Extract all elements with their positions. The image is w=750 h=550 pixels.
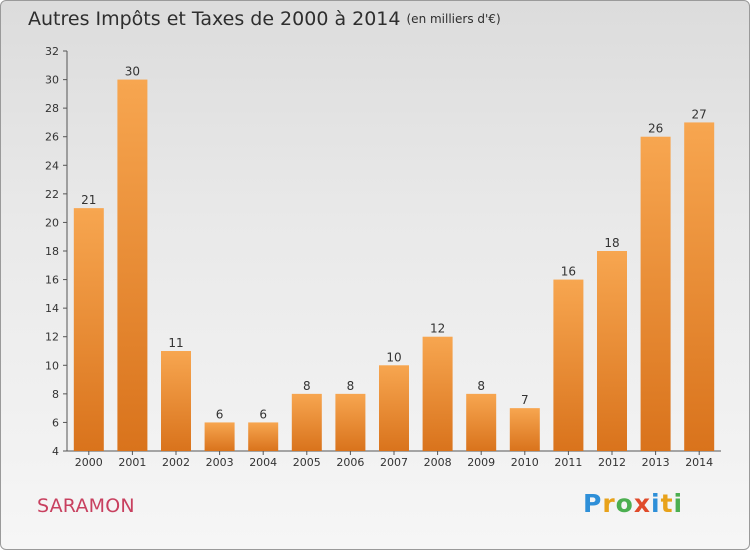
- y-tick-label: 10: [45, 359, 59, 372]
- x-tick-label: 2010: [511, 456, 539, 469]
- x-tick-label: 2011: [554, 456, 582, 469]
- title-unit: (en milliers d'€): [406, 12, 501, 26]
- y-tick-label: 14: [45, 302, 59, 315]
- x-tick-label: 2006: [336, 456, 364, 469]
- proxiti-logo[interactable]: Proxiti: [583, 489, 683, 518]
- y-tick-label: 30: [45, 74, 59, 87]
- bar-value-label: 21: [81, 193, 96, 207]
- logo-letter: r: [602, 489, 616, 518]
- y-tick-label: 8: [52, 388, 59, 401]
- bar-value-label: 27: [692, 107, 707, 121]
- y-tick-label: 18: [45, 245, 59, 258]
- logo-letter: o: [615, 489, 634, 518]
- bar-value-label: 8: [347, 379, 355, 393]
- logo-letter: i: [673, 489, 684, 518]
- y-tick-label: 4: [52, 445, 59, 458]
- y-tick-label: 6: [52, 416, 59, 429]
- bar-value-label: 10: [386, 350, 401, 364]
- bar: [291, 393, 322, 451]
- bar-value-label: 30: [125, 65, 140, 79]
- chart-title: Autres Impôts et Taxes de 2000 à 2014 (en…: [28, 8, 501, 30]
- y-tick-label: 24: [45, 159, 59, 172]
- bar-value-label: 16: [561, 265, 576, 279]
- bar: [204, 422, 235, 451]
- x-tick-label: 2002: [162, 456, 190, 469]
- town-name: SARAMON: [37, 495, 135, 517]
- y-tick-label: 32: [45, 45, 59, 58]
- bar: [117, 79, 148, 452]
- bar-value-label: 7: [521, 393, 529, 407]
- bar: [73, 208, 104, 451]
- y-tick-label: 12: [45, 331, 59, 344]
- x-tick-label: 2009: [467, 456, 495, 469]
- logo-letter: x: [633, 489, 651, 518]
- bar-value-label: 8: [303, 379, 311, 393]
- logo-letter: t: [660, 489, 674, 518]
- bar: [684, 122, 715, 451]
- y-tick-label: 26: [45, 131, 59, 144]
- bar-value-label: 26: [648, 122, 663, 136]
- bar: [509, 408, 540, 451]
- x-tick-label: 2005: [293, 456, 321, 469]
- bar: [335, 393, 366, 451]
- x-tick-label: 2003: [206, 456, 234, 469]
- bar-value-label: 8: [477, 379, 485, 393]
- y-tick-label: 16: [45, 274, 59, 287]
- chart-bars: 21 2000 30 2001 11 2002 6 2003 6 2004 8 2005 8 2006 10…: [73, 65, 715, 469]
- bar-value-label: 6: [259, 407, 267, 421]
- x-tick-label: 2014: [685, 456, 713, 469]
- bar: [640, 136, 671, 451]
- bar-value-label: 6: [216, 407, 224, 421]
- y-tick-label: 28: [45, 102, 59, 115]
- bar-value-label: 11: [168, 336, 183, 350]
- bar: [422, 336, 453, 451]
- bar: [248, 422, 279, 451]
- x-tick-label: 2013: [642, 456, 670, 469]
- bar-value-label: 12: [430, 322, 445, 336]
- bar: [466, 393, 497, 451]
- title-text: Autres Impôts et Taxes de 2000 à 2014: [28, 8, 401, 30]
- x-tick-label: 2012: [598, 456, 626, 469]
- bar: [553, 279, 584, 451]
- y-tick-label: 22: [45, 188, 59, 201]
- logo-letter: P: [583, 489, 603, 518]
- bar-value-label: 18: [604, 236, 619, 250]
- x-tick-label: 2004: [249, 456, 277, 469]
- x-tick-label: 2000: [75, 456, 103, 469]
- y-tick-label: 20: [45, 216, 59, 229]
- bar: [379, 365, 409, 451]
- bar: [161, 351, 191, 451]
- logo-letter: i: [651, 489, 661, 518]
- x-tick-label: 2008: [424, 456, 452, 469]
- x-tick-label: 2001: [118, 456, 146, 469]
- bar: [597, 251, 627, 451]
- x-tick-label: 2007: [380, 456, 408, 469]
